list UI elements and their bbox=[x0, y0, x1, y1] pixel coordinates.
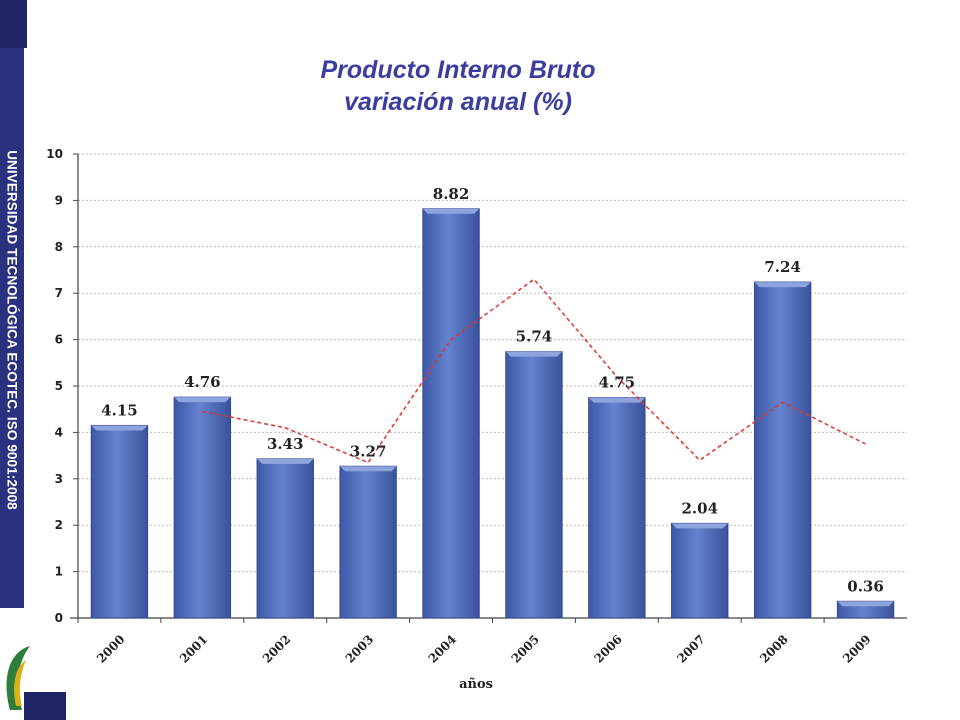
logo-icon bbox=[0, 640, 66, 720]
bar-2001 bbox=[173, 396, 232, 619]
x-tick-label-2000: 2000 bbox=[94, 632, 128, 666]
data-label-2000: 4.15 bbox=[101, 401, 138, 419]
y-tick-label: 4 bbox=[55, 425, 63, 439]
data-label-2003: 3.27 bbox=[350, 442, 387, 460]
x-tick-label-2006: 2006 bbox=[591, 632, 625, 666]
data-label-2008: 7.24 bbox=[764, 258, 801, 276]
data-label-2001: 4.76 bbox=[184, 373, 221, 391]
data-label-2006: 4.75 bbox=[599, 374, 636, 392]
y-tick-label: 7 bbox=[55, 286, 63, 300]
x-tick-label-2007: 2007 bbox=[674, 632, 708, 666]
x-axis-label: años bbox=[459, 677, 493, 692]
x-tick-label-2004: 2004 bbox=[426, 632, 460, 666]
bar-2007 bbox=[671, 522, 729, 619]
x-tick-label-2008: 2008 bbox=[757, 632, 791, 666]
x-tick-label-2009: 2009 bbox=[840, 632, 874, 666]
bar-2002 bbox=[256, 458, 314, 619]
bars bbox=[90, 208, 895, 619]
y-tick-label: 5 bbox=[55, 379, 63, 393]
bar-2006 bbox=[588, 397, 646, 619]
x-tick-label-2001: 2001 bbox=[177, 632, 211, 666]
chart-title-line2: variación anual (%) bbox=[344, 88, 572, 116]
y-tick-label: 3 bbox=[55, 472, 63, 486]
data-label-2007: 2.04 bbox=[681, 499, 718, 517]
data-labels: 4.15 4.76 3.43 3.27 8.82 5.74 4.75 2.04 7.24 0.36 bbox=[101, 185, 884, 596]
y-tick-label: 8 bbox=[55, 240, 63, 254]
data-label-2005: 5.74 bbox=[516, 328, 553, 346]
x-tick-label-2003: 2003 bbox=[343, 632, 377, 666]
chart-title-line1: Producto Interno Bruto bbox=[321, 56, 596, 84]
y-ticks: 0 1 2 3 4 5 6 7 8 9 10 bbox=[46, 147, 78, 625]
bar-2000 bbox=[90, 424, 149, 619]
x-tick-label-2002: 2002 bbox=[260, 632, 294, 666]
y-tick-label: 6 bbox=[55, 333, 63, 347]
bar-2009 bbox=[836, 600, 895, 619]
y-tick-label: 1 bbox=[55, 565, 63, 579]
data-label-2004: 8.82 bbox=[433, 185, 470, 203]
data-label-2009: 0.36 bbox=[847, 577, 884, 595]
y-tick-label: 2 bbox=[55, 518, 63, 532]
bar-2005 bbox=[505, 351, 563, 619]
x-tick-label-2005: 2005 bbox=[509, 632, 543, 666]
y-tick-label: 9 bbox=[55, 193, 63, 207]
data-label-2002: 3.43 bbox=[267, 435, 304, 453]
bar-2004 bbox=[422, 208, 480, 619]
sidebar-top-block bbox=[0, 0, 27, 48]
y-tick-label: 10 bbox=[46, 147, 63, 161]
bar-2008 bbox=[753, 281, 812, 619]
trend-line bbox=[202, 278, 866, 464]
x-ticks: 2000 2001 2002 2003 2004 2005 2006 2007 2008 2009 bbox=[77, 618, 874, 666]
y-tick-label: 0 bbox=[55, 611, 63, 625]
bar-2003 bbox=[339, 465, 397, 619]
sidebar-band bbox=[0, 0, 24, 608]
